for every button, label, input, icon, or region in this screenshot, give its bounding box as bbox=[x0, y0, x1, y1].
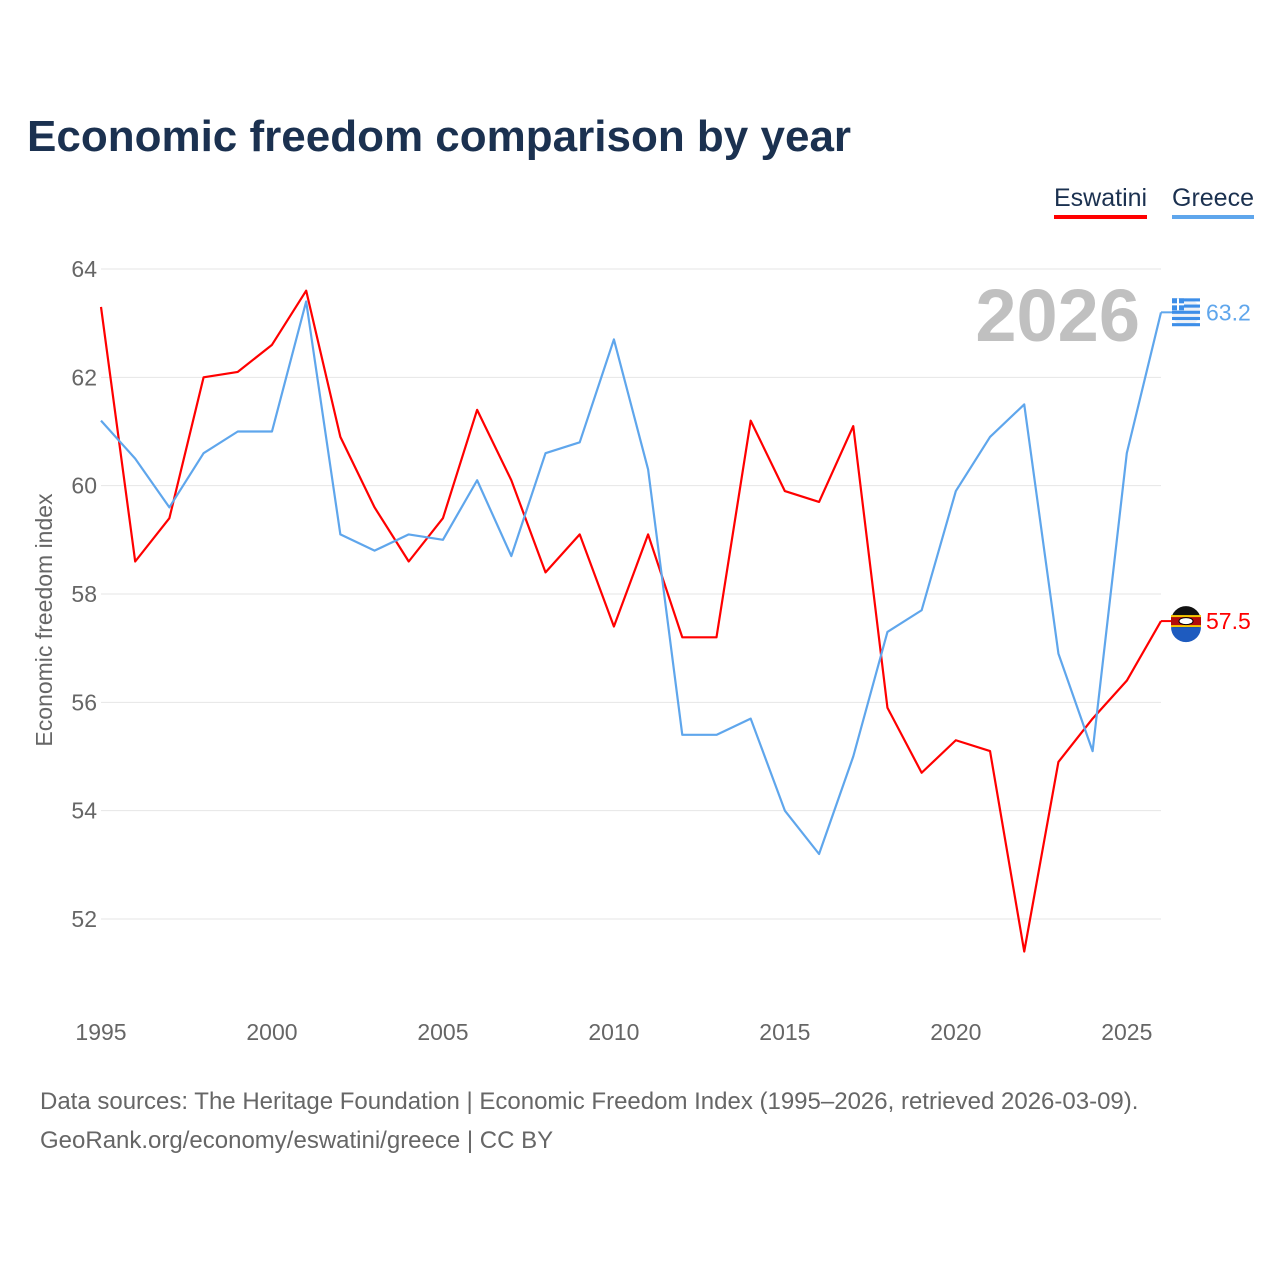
footer-link[interactable]: GeoRank.org/economy/eswatini/greece | CC… bbox=[40, 1127, 554, 1154]
x-tick-label: 1995 bbox=[75, 1019, 126, 1045]
x-tick-label: 2015 bbox=[759, 1019, 810, 1045]
x-tick-label: 2000 bbox=[246, 1019, 297, 1045]
chart-title: Economic freedom comparison by year bbox=[27, 112, 852, 161]
x-tick-label: 2025 bbox=[1101, 1019, 1152, 1045]
x-tick-label: 2020 bbox=[930, 1019, 981, 1045]
y-tick-label: 64 bbox=[71, 256, 97, 282]
series-line-greece bbox=[100, 300, 1163, 856]
flag-stripe bbox=[1172, 304, 1200, 308]
flag-band bbox=[1171, 627, 1201, 643]
y-tick-label: 52 bbox=[71, 906, 97, 932]
flag-stripe bbox=[1172, 298, 1200, 302]
flag-stripe bbox=[1172, 310, 1200, 314]
series-line-eswatini bbox=[99, 289, 1162, 953]
footer-sources: Data sources: The Heritage Foundation | … bbox=[40, 1088, 1139, 1115]
x-tick-label: 2010 bbox=[588, 1019, 639, 1045]
end-value-label: 63.2 bbox=[1206, 299, 1251, 325]
y-tick-label: 56 bbox=[71, 689, 97, 715]
x-tick-label: 2005 bbox=[417, 1019, 468, 1045]
y-tick-label: 60 bbox=[71, 473, 97, 499]
y-tick-label: 58 bbox=[71, 581, 97, 607]
end-value-label: 57.5 bbox=[1206, 608, 1251, 634]
flag-shield bbox=[1178, 617, 1194, 626]
legend-eswatini[interactable]: Eswatini bbox=[1054, 184, 1148, 219]
y-tick-label: 62 bbox=[71, 364, 97, 390]
y-axis-label: Economic freedom index bbox=[31, 493, 57, 747]
flag-stripe bbox=[1172, 323, 1200, 327]
y-tick-label: 54 bbox=[71, 798, 97, 824]
year-watermark: 2026 bbox=[975, 274, 1140, 357]
legend-greece[interactable]: Greece bbox=[1172, 184, 1254, 219]
flag-stripe bbox=[1172, 316, 1200, 321]
flag-cross bbox=[1172, 303, 1184, 306]
